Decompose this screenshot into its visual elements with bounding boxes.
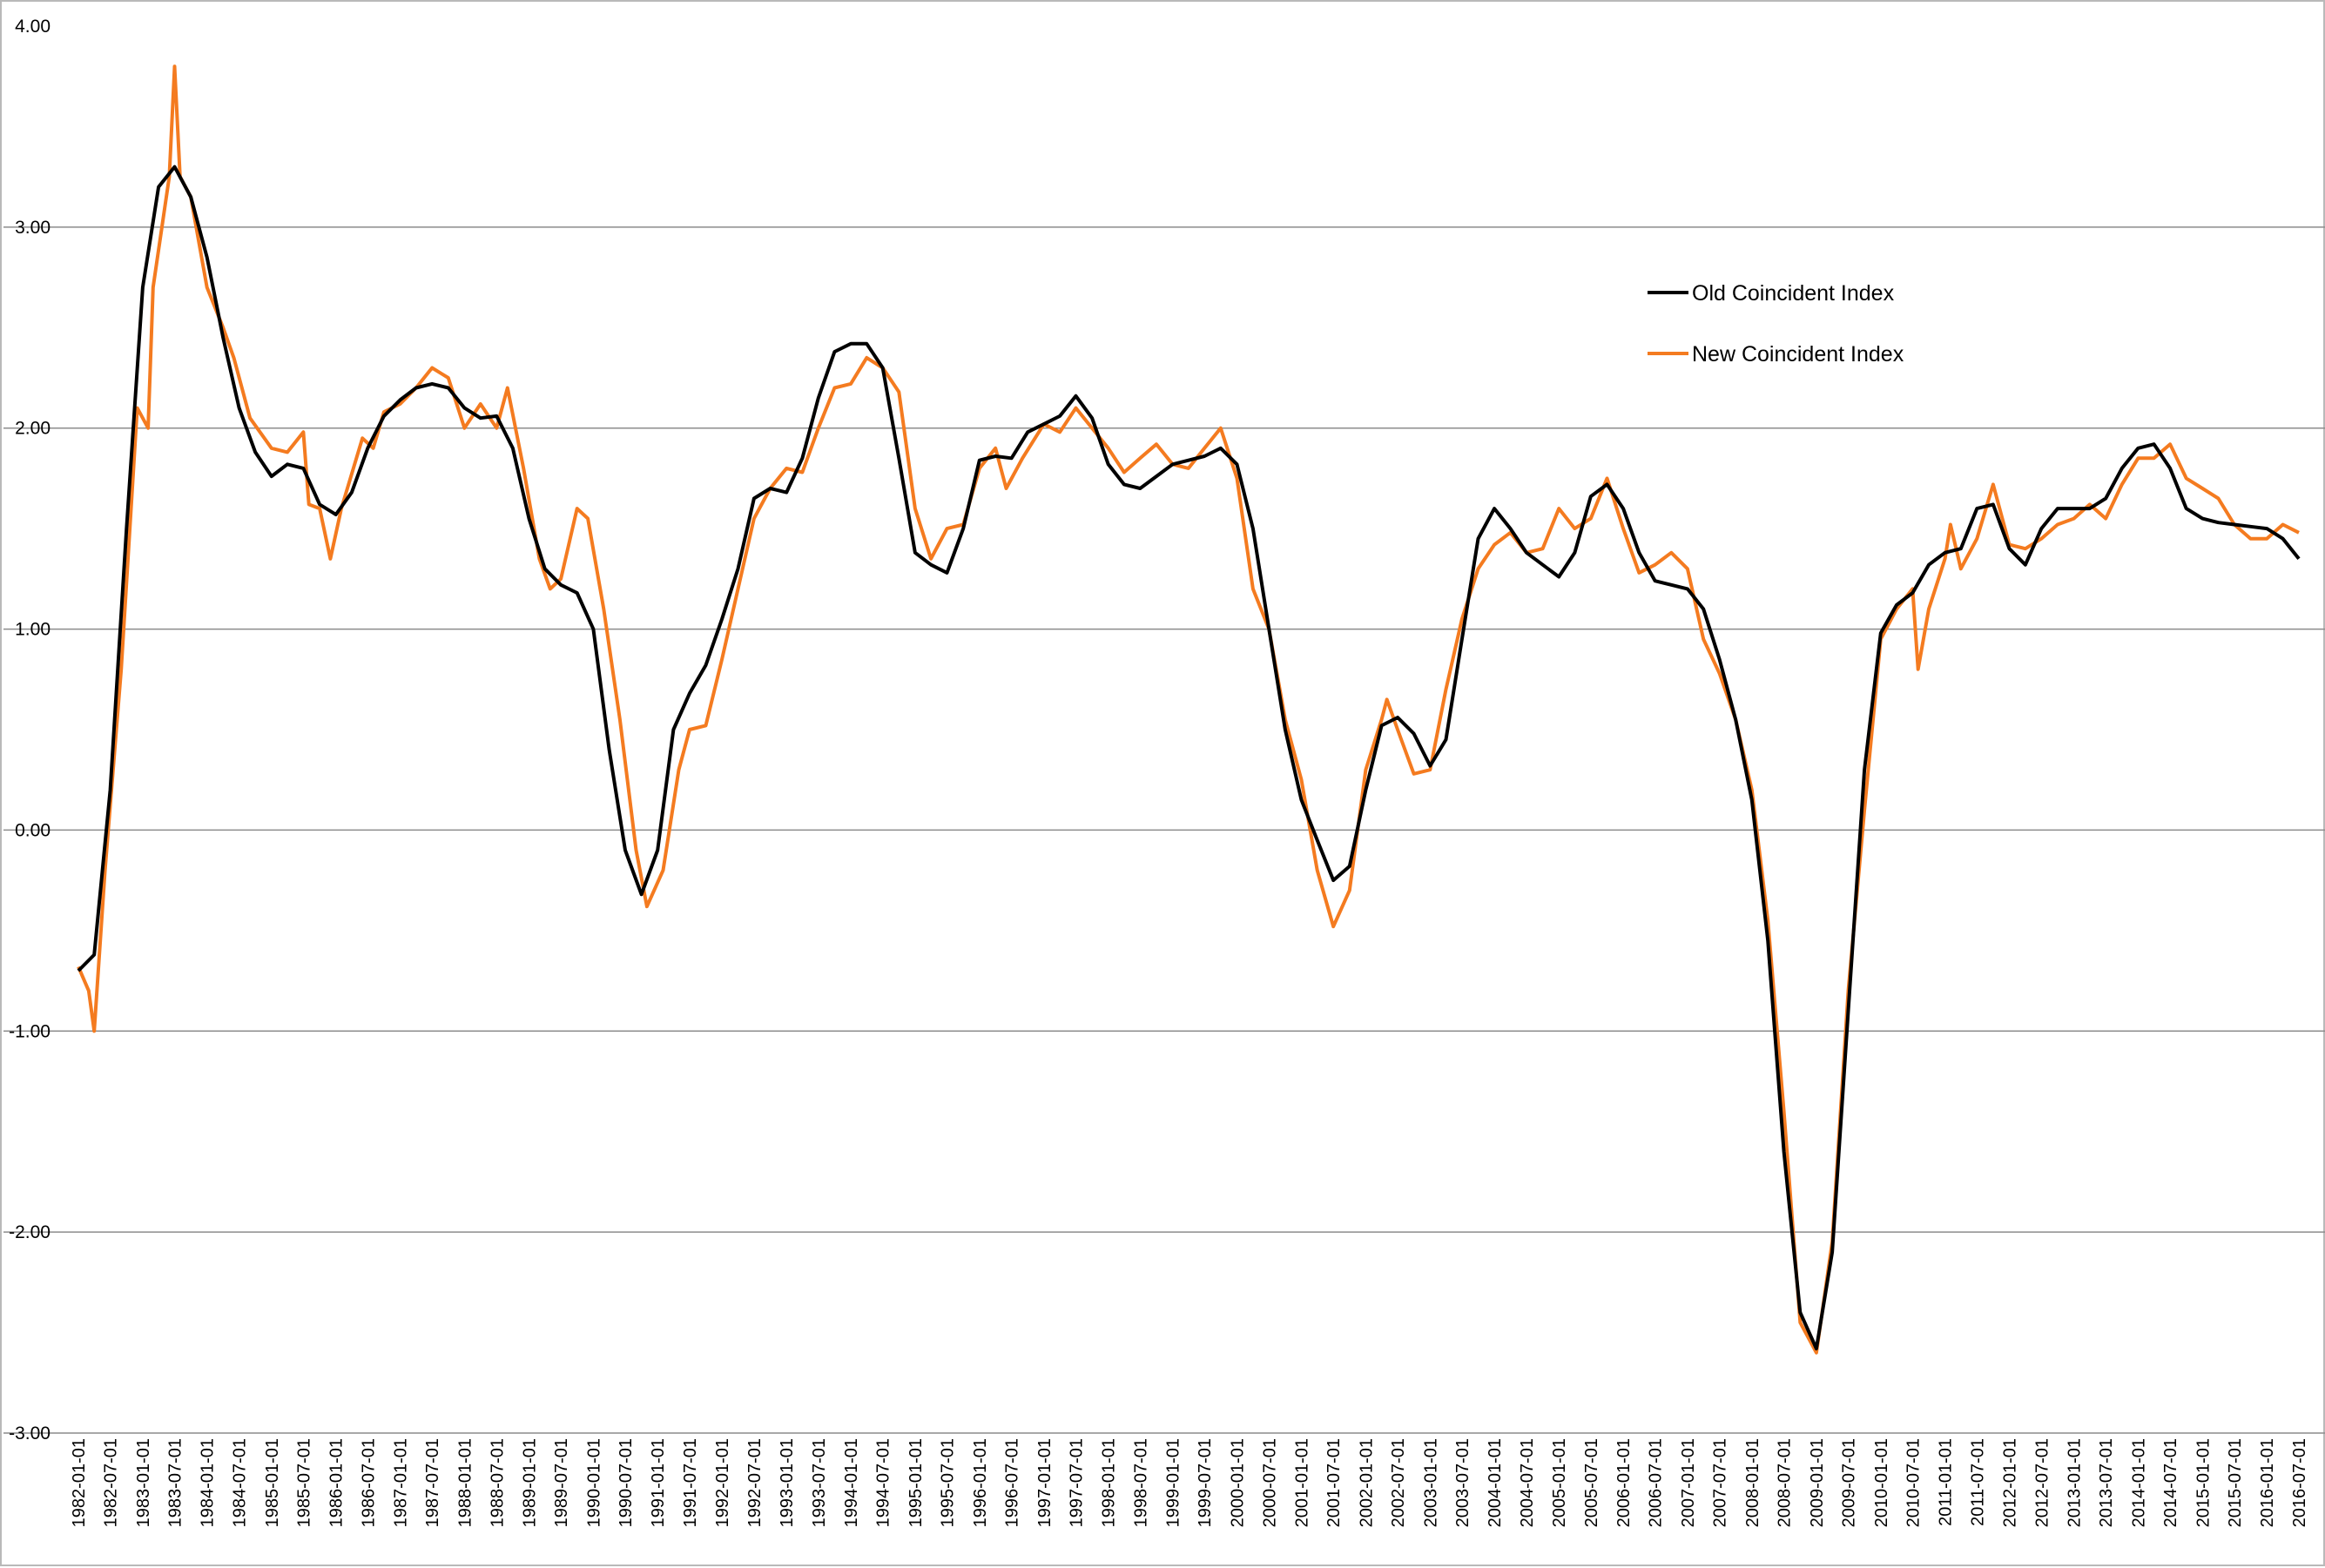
x-tick-label: 2008-07-01 [1776,1438,1795,1527]
x-tick-label: 1992-01-01 [713,1438,732,1527]
x-tick-label: 2003-07-01 [1453,1438,1472,1527]
y-tick-label: 0.00 [15,820,51,840]
x-tick-label: 1991-07-01 [681,1438,700,1527]
x-tick-label: 1994-07-01 [874,1438,893,1527]
x-tick-label: 1994-01-01 [842,1438,861,1527]
x-tick-label: 2000-01-01 [1228,1438,1247,1527]
x-tick-label: 1995-01-01 [906,1438,926,1527]
x-tick-label: 1982-07-01 [102,1438,121,1527]
x-tick-label: 1993-07-01 [810,1438,829,1527]
y-tick-label: -3.00 [9,1423,51,1444]
x-tick-label: 1990-01-01 [584,1438,603,1527]
y-tick-label: 1.00 [15,620,51,640]
series-line-old-coincident-index [77,165,2301,1350]
x-tick-label: 1982-01-01 [70,1438,89,1527]
x-tick-label: 2004-07-01 [1518,1438,1537,1527]
x-tick-label: 2013-07-01 [2097,1438,2116,1527]
x-tick-label: 2011-01-01 [1937,1438,1956,1526]
x-tick-label: 2016-01-01 [2258,1438,2277,1527]
x-tick-label: 1983-01-01 [134,1438,153,1527]
legend-label-old-coincident-index: Old Coincident Index [1692,281,1895,306]
x-tick-label: 1997-07-01 [1067,1438,1086,1527]
x-tick-label: 1996-01-01 [971,1438,990,1527]
x-tick-label: 1999-01-01 [1164,1438,1183,1527]
x-tick-label: 2005-01-01 [1550,1438,1569,1527]
x-tick-label: 1987-01-01 [392,1438,411,1527]
x-tick-label: 1996-07-01 [1003,1438,1022,1527]
x-tick-label: 1998-07-01 [1131,1438,1150,1527]
y-tick-label: 2.00 [15,419,51,439]
series-layer [77,64,2301,1355]
x-tick-label: 2009-01-01 [1808,1438,1827,1527]
y-tick-label: -1.00 [9,1021,51,1041]
x-tick-label: 1988-01-01 [455,1438,475,1527]
x-tick-label: 2012-07-01 [2032,1438,2052,1527]
x-tick-label: 2001-01-01 [1293,1438,1312,1527]
x-tick-label: 2009-07-01 [1840,1438,1859,1527]
x-tick-label: 2001-07-01 [1324,1438,1344,1527]
x-tick-label: 1986-01-01 [327,1438,347,1527]
x-tick-label: 2015-01-01 [2194,1438,2213,1527]
y-tick-label: 3.00 [15,218,51,238]
x-tick-label: 1992-07-01 [745,1438,765,1527]
x-tick-label: 1999-07-01 [1196,1438,1215,1527]
x-tick-label: 2002-07-01 [1389,1438,1408,1527]
x-tick-label: 2007-01-01 [1679,1438,1698,1527]
x-tick-label: 1984-01-01 [199,1438,218,1527]
x-tick-label: 1986-07-01 [359,1438,378,1527]
x-tick-label: 1988-07-01 [488,1438,507,1527]
x-tick-label: 2006-07-01 [1647,1438,1666,1527]
x-tick-label: 2002-01-01 [1357,1438,1376,1527]
x-tick-label: 1998-01-01 [1100,1438,1119,1527]
x-axis-tick-labels: 1982-01-01 1982-07-01 1983-01-01 1983-07-01… [70,1438,2309,1527]
x-tick-label: 1983-07-01 [166,1438,185,1527]
x-tick-label: 1987-07-01 [423,1438,442,1527]
x-tick-label: 2010-01-01 [1872,1438,1891,1527]
x-tick-label: 1991-01-01 [649,1438,668,1527]
grid-layer [3,226,2325,1434]
x-tick-label: 2014-01-01 [2129,1438,2148,1527]
x-tick-label: 2003-01-01 [1421,1438,1440,1527]
x-tick-label: 1985-07-01 [294,1438,313,1527]
y-axis-tick-labels: 4.00 3.00 2.00 1.00 0.00 -1.00 -2.00 -3.00 [9,17,51,1444]
x-tick-label: 2010-07-01 [1904,1438,1923,1527]
x-tick-label: 2015-07-01 [2226,1438,2245,1527]
x-tick-label: 2008-01-01 [1743,1438,1762,1527]
y-tick-label: 4.00 [15,17,51,37]
x-tick-label: 2016-07-01 [2290,1438,2309,1527]
legend-label-new-coincident-index: New Coincident Index [1692,342,1904,367]
x-tick-label: 2005-07-01 [1582,1438,1601,1527]
x-tick-label: 2004-01-01 [1486,1438,1505,1527]
x-tick-label: 1989-07-01 [552,1438,571,1527]
y-tick-label: -2.00 [9,1222,51,1242]
legend: Old Coincident Index New Coincident Inde… [1648,281,1904,367]
x-tick-label: 2007-07-01 [1711,1438,1730,1527]
x-tick-label: 1995-07-01 [939,1438,958,1527]
x-tick-label: 1997-01-01 [1035,1438,1055,1527]
series-line-new-coincident-index [77,64,2300,1355]
x-tick-label: 2012-01-01 [2000,1438,2019,1527]
x-tick-label: 1990-07-01 [617,1438,636,1527]
x-tick-label: 2014-07-01 [2161,1438,2180,1527]
x-tick-label: 2000-07-01 [1260,1438,1279,1527]
x-tick-label: 2013-01-01 [2066,1438,2085,1527]
x-tick-label: 1993-01-01 [778,1438,797,1527]
x-tick-label: 1985-01-01 [263,1438,282,1527]
x-tick-label: 2006-01-01 [1614,1438,1634,1527]
x-tick-label: 2011-07-01 [1968,1438,1987,1526]
x-tick-label: 1984-07-01 [231,1438,250,1527]
x-tick-label: 1989-01-01 [520,1438,539,1527]
